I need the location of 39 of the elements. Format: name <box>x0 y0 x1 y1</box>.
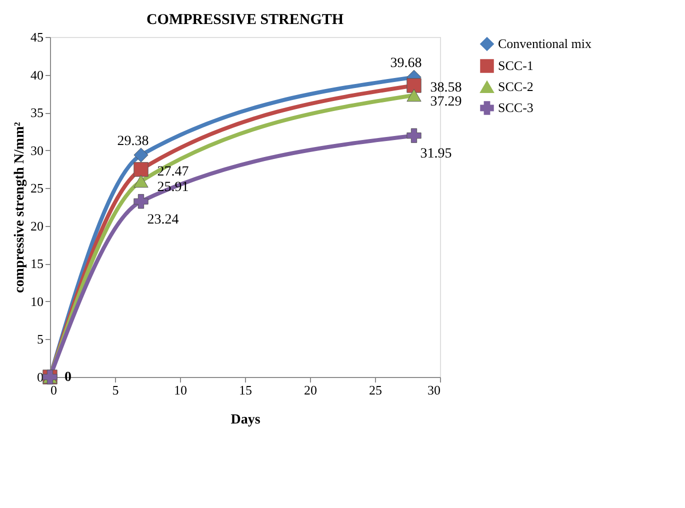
y-tick-label: 5 <box>37 332 44 347</box>
legend-label: Conventional mix <box>498 36 592 51</box>
chart-title: COMPRESSIVE STRENGTH <box>146 12 344 28</box>
y-tick-label: 20 <box>30 218 44 234</box>
point <box>406 128 422 143</box>
x-tick-label: 30 <box>428 382 440 398</box>
point <box>134 148 148 162</box>
y-tick-label: 40 <box>30 67 44 82</box>
point <box>134 174 148 188</box>
legend-label: SCC-2 <box>498 79 534 94</box>
x-tick-label: 15 <box>239 382 252 398</box>
x-tick-label: 20 <box>304 382 317 398</box>
data-label: 23.24 <box>147 212 179 228</box>
x-tick-label: 0 <box>50 382 57 398</box>
point <box>134 162 148 177</box>
data-label: 31.95 <box>420 146 452 162</box>
x-tick-label: 10 <box>174 382 187 398</box>
data-label: 39.68 <box>390 56 422 72</box>
data-label: 0 <box>64 370 72 385</box>
point <box>134 194 148 209</box>
x-axis-title: Days <box>230 412 261 428</box>
data-label: 38.58 <box>430 80 462 96</box>
data-label: 27.47 <box>157 164 189 180</box>
data-label: 29.38 <box>117 134 149 150</box>
y-tick-label: 25 <box>30 180 44 196</box>
y-tick-label: 35 <box>30 105 44 120</box>
x-tick-label: 5 <box>112 382 119 398</box>
y-tick-label: 30 <box>30 142 44 158</box>
point <box>406 78 422 93</box>
y-axis-title: compressive strength N/mm² <box>12 122 28 293</box>
y-tick-label: 0 <box>37 370 44 384</box>
legend-label: SCC-3 <box>498 100 534 115</box>
legend-label: SCC-1 <box>498 58 534 73</box>
y-tick-label: 45 <box>30 30 44 44</box>
y-tick-label: 10 <box>30 294 44 309</box>
data-label: 37.29 <box>430 94 462 110</box>
point <box>406 88 422 102</box>
y-tick-label: 15 <box>30 256 44 272</box>
x-tick-label: 25 <box>369 382 382 398</box>
